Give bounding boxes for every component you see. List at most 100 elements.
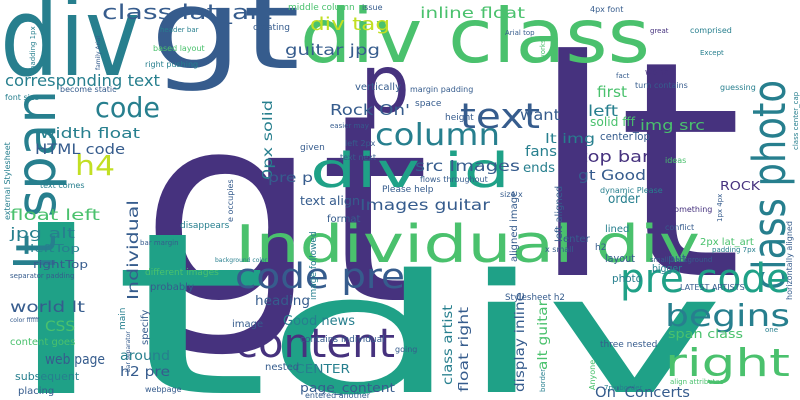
word: ROCK <box>720 179 761 193</box>
word: layout <box>605 252 636 265</box>
word: height <box>445 113 474 123</box>
word: float right <box>457 307 472 392</box>
word: padding 1px <box>29 26 37 70</box>
word: webpage <box>145 385 182 394</box>
word: Individual <box>124 200 142 300</box>
word: width float <box>40 126 141 142</box>
word: right <box>665 341 790 385</box>
word: pre p <box>268 171 313 186</box>
word: guitar jpg <box>285 41 380 59</box>
word: 4px font <box>590 5 623 14</box>
word: content goes <box>10 337 75 348</box>
word: header bar <box>160 26 199 34</box>
word: div class <box>300 0 650 80</box>
word: page_content <box>300 381 395 395</box>
word: 2px lat_art <box>700 237 754 248</box>
word: subsequent <box>15 370 80 383</box>
word: lt <box>528 0 743 346</box>
word: jpg alt <box>9 226 76 242</box>
word: lt span <box>4 90 68 270</box>
word: padding 7px <box>712 246 756 254</box>
word: e occupies <box>226 179 235 222</box>
word: text comes <box>40 181 85 190</box>
word: nested <box>265 362 299 373</box>
word: going <box>395 345 417 354</box>
word: corresponding text <box>5 71 160 90</box>
word: wonâ t <box>645 68 676 78</box>
word: photo <box>612 272 642 285</box>
word: first <box>597 83 627 101</box>
word: easier may <box>330 122 369 130</box>
word: margin padding <box>410 85 473 94</box>
word: Except <box>700 49 724 57</box>
word: around <box>120 349 170 364</box>
word: div id <box>310 143 510 199</box>
word: conflict <box>665 223 694 232</box>
word: CSS <box>45 319 75 335</box>
word: family Arial <box>95 36 102 70</box>
word: bigger <box>652 262 682 275</box>
word: ends <box>523 161 555 176</box>
word: On' Concerts <box>595 385 690 400</box>
word: guessing <box>720 83 756 92</box>
word: background color <box>215 257 268 264</box>
word: entered another <box>305 391 371 400</box>
word: text align <box>300 194 360 208</box>
word: 0px solid <box>261 100 276 180</box>
word: image followed <box>309 231 319 300</box>
word: dynamic Please <box>600 186 663 195</box>
word: class artist <box>441 305 456 385</box>
word: src Images <box>415 157 520 175</box>
word: fact <box>616 72 630 80</box>
word: p <box>360 38 410 131</box>
word: ideas <box>665 156 686 165</box>
word: text <box>460 97 540 137</box>
word: placing <box>18 386 54 397</box>
word: color ffffff <box>10 317 40 324</box>
word: display inline <box>513 292 528 392</box>
word: class center_cap <box>792 91 800 150</box>
word: h4 <box>75 149 115 182</box>
word: space <box>415 99 442 109</box>
word: size x <box>500 190 523 199</box>
word: contains individual <box>300 335 385 345</box>
word: creating <box>253 23 290 33</box>
word: 1px 4px <box>716 194 724 222</box>
word: rightTop <box>33 258 88 271</box>
word: separator padding <box>10 272 74 280</box>
word: gt <box>150 0 300 94</box>
word: inline float <box>420 4 525 22</box>
word: LATEST ARTISTS <box>680 283 745 292</box>
word: left <box>588 102 618 120</box>
word: class lat_art <box>102 0 272 24</box>
word: different images <box>145 268 219 278</box>
word: alt guitar <box>536 299 551 370</box>
word: left 2px <box>345 139 376 148</box>
word: Good news <box>283 314 355 329</box>
word: code <box>95 91 160 124</box>
word: lined <box>605 224 629 235</box>
word: image <box>232 319 263 330</box>
word: fans <box>525 144 557 160</box>
word: div <box>0 0 140 101</box>
word: world lt <box>10 298 85 316</box>
word: leftTop <box>30 242 80 255</box>
word: Images guitar <box>360 196 491 214</box>
word: web page <box>45 352 105 368</box>
word: flows throughout <box>420 175 488 184</box>
word: span class <box>668 327 743 341</box>
word: probably <box>150 282 194 293</box>
word: div tag <box>310 14 390 35</box>
word: h2 pre <box>120 365 170 380</box>
word: Anyone <box>588 360 597 390</box>
word: order <box>608 192 641 207</box>
word: centerTop <box>600 130 650 143</box>
word: class photo <box>743 80 796 290</box>
word: become static <box>60 85 117 94</box>
word: aligned image <box>509 191 520 262</box>
word: x small <box>545 245 574 254</box>
word: align attributes <box>670 378 724 386</box>
word: want <box>520 106 560 124</box>
word: given <box>300 143 325 153</box>
word: bar separator <box>125 331 132 372</box>
